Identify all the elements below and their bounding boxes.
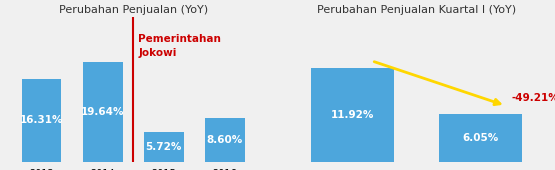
Text: 8.60%: 8.60% [206, 135, 243, 145]
Bar [311, 68, 394, 162]
Text: 19.64%: 19.64% [81, 107, 124, 117]
Bar [438, 114, 522, 162]
Text: -49.21%: -49.21% [512, 93, 555, 103]
Text: 5.72%: 5.72% [145, 142, 182, 152]
Bar [83, 62, 123, 162]
Bar [144, 132, 184, 162]
Bar [22, 79, 62, 162]
Title: Perubahan Penjualan Kuartal I (YoY): Perubahan Penjualan Kuartal I (YoY) [317, 5, 516, 15]
Text: 6.05%: 6.05% [462, 133, 498, 143]
Title: Perubahan Penjualan (YoY): Perubahan Penjualan (YoY) [59, 5, 208, 15]
Bar [205, 118, 245, 162]
Text: Pemerintahan
Jokowi: Pemerintahan Jokowi [138, 34, 221, 57]
Text: 11.92%: 11.92% [331, 110, 374, 120]
Text: 16.31%: 16.31% [20, 115, 63, 125]
